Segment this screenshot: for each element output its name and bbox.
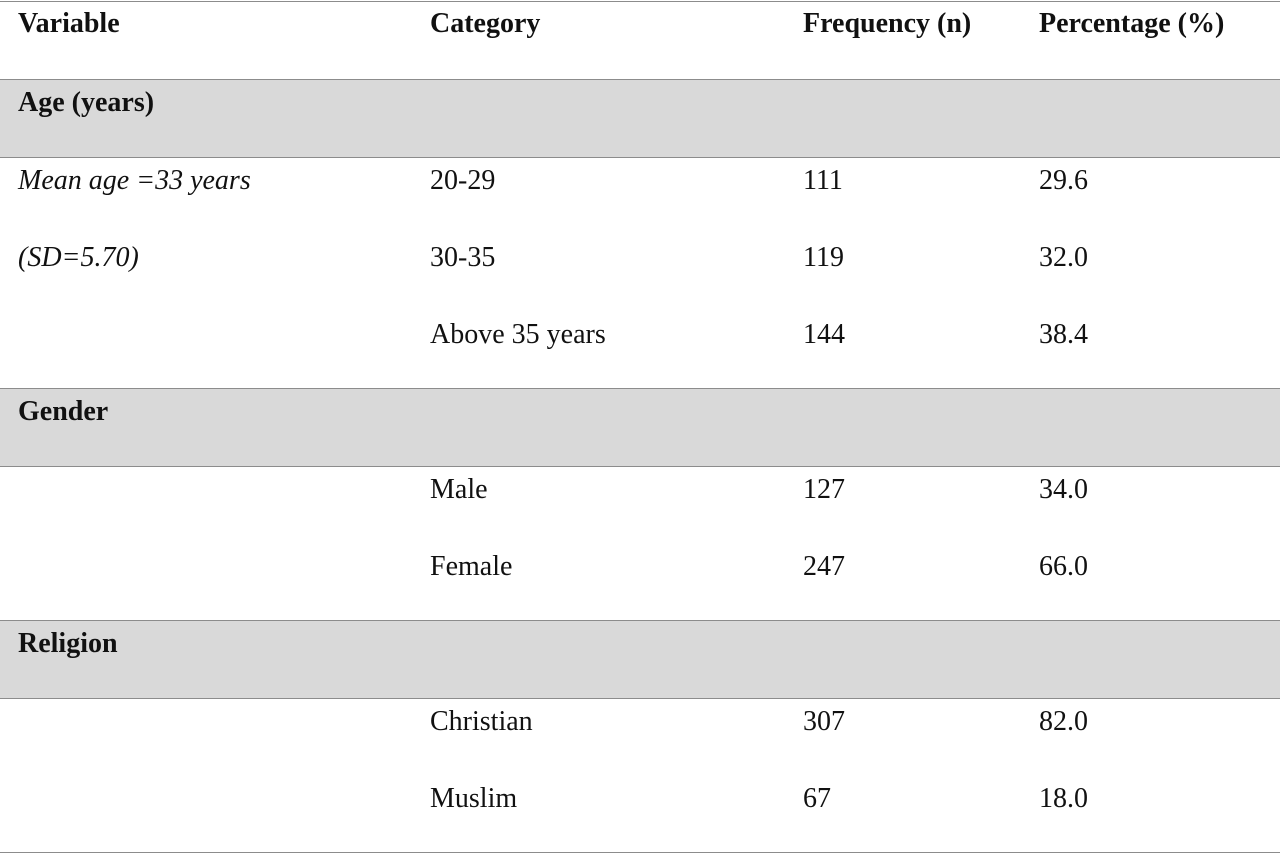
section-band: [0, 620, 1280, 698]
table-cell: Female: [430, 551, 513, 582]
section-band: [0, 79, 1280, 157]
table-cell: 82.0: [1039, 706, 1088, 737]
table-rule: [0, 620, 1280, 621]
table-cell: 111: [803, 165, 843, 196]
table-cell: 119: [803, 242, 844, 273]
variable-note: Mean age =33 years: [18, 165, 251, 196]
section-title: Gender: [18, 396, 109, 427]
header-cell: Percentage (%): [1039, 8, 1225, 39]
table-cell: Above 35 years: [430, 319, 606, 350]
table-cell: Muslim: [430, 783, 518, 814]
header-cell: Category: [430, 8, 541, 39]
header-cell: Frequency (n): [803, 8, 972, 39]
table-rule: [0, 157, 1280, 158]
table-cell: 67: [803, 783, 831, 814]
table-cell: 30-35: [430, 242, 496, 273]
section-title: Age (years): [18, 87, 155, 118]
table-cell: 20-29: [430, 165, 496, 196]
table-cell: 32.0: [1039, 242, 1088, 273]
header-cell: Variable: [18, 8, 120, 39]
section-title: Religion: [18, 628, 118, 659]
table-rule: [0, 79, 1280, 80]
table-cell: 34.0: [1039, 474, 1088, 505]
table-cell: 307: [803, 706, 845, 737]
table-rule: [0, 698, 1280, 699]
table-cell: 144: [803, 319, 845, 350]
table-cell: 38.4: [1039, 319, 1088, 350]
table-cell: Male: [430, 474, 488, 505]
table-cell: 66.0: [1039, 551, 1088, 582]
table-rule: [0, 466, 1280, 467]
table-rule: [0, 1, 1280, 2]
table-rule: [0, 852, 1280, 853]
section-band: [0, 388, 1280, 466]
variable-note: (SD=5.70): [18, 242, 139, 273]
table-cell: 247: [803, 551, 845, 582]
table-rule: [0, 388, 1280, 389]
table-cell: 18.0: [1039, 783, 1088, 814]
table-cell: 29.6: [1039, 165, 1088, 196]
table-cell: Christian: [430, 706, 533, 737]
table-cell: 127: [803, 474, 845, 505]
